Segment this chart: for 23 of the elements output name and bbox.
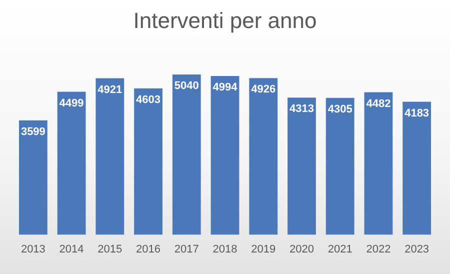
data-label: 4994	[212, 82, 238, 94]
data-label: 4482	[366, 98, 391, 110]
data-label: 4603	[136, 94, 161, 106]
x-tick-label: 2023	[404, 243, 430, 256]
data-label: 4921	[98, 84, 122, 96]
x-tick-label: 2015	[98, 243, 122, 256]
data-label: 4499	[59, 97, 84, 110]
x-tick-label: 2017	[174, 243, 199, 256]
data-label: 4926	[251, 84, 276, 96]
x-tick-label: 2013	[20, 243, 46, 256]
x-tick-label: 2020	[289, 243, 314, 256]
data-label: 5040	[174, 80, 199, 92]
chart-title: Interventi per anno	[132, 8, 318, 34]
x-tick-label: 2018	[212, 243, 238, 256]
x-tick-label: 2019	[251, 243, 276, 256]
x-tick-label: 2022	[366, 243, 391, 256]
data-label: 3599	[20, 126, 46, 138]
data-label: 4183	[404, 107, 430, 120]
data-label: 4305	[328, 103, 352, 116]
data-label: 4313	[289, 103, 314, 116]
x-tick-label: 2016	[136, 243, 161, 256]
x-tick-label: 2021	[328, 243, 352, 256]
x-tick-label: 2014	[59, 243, 84, 256]
